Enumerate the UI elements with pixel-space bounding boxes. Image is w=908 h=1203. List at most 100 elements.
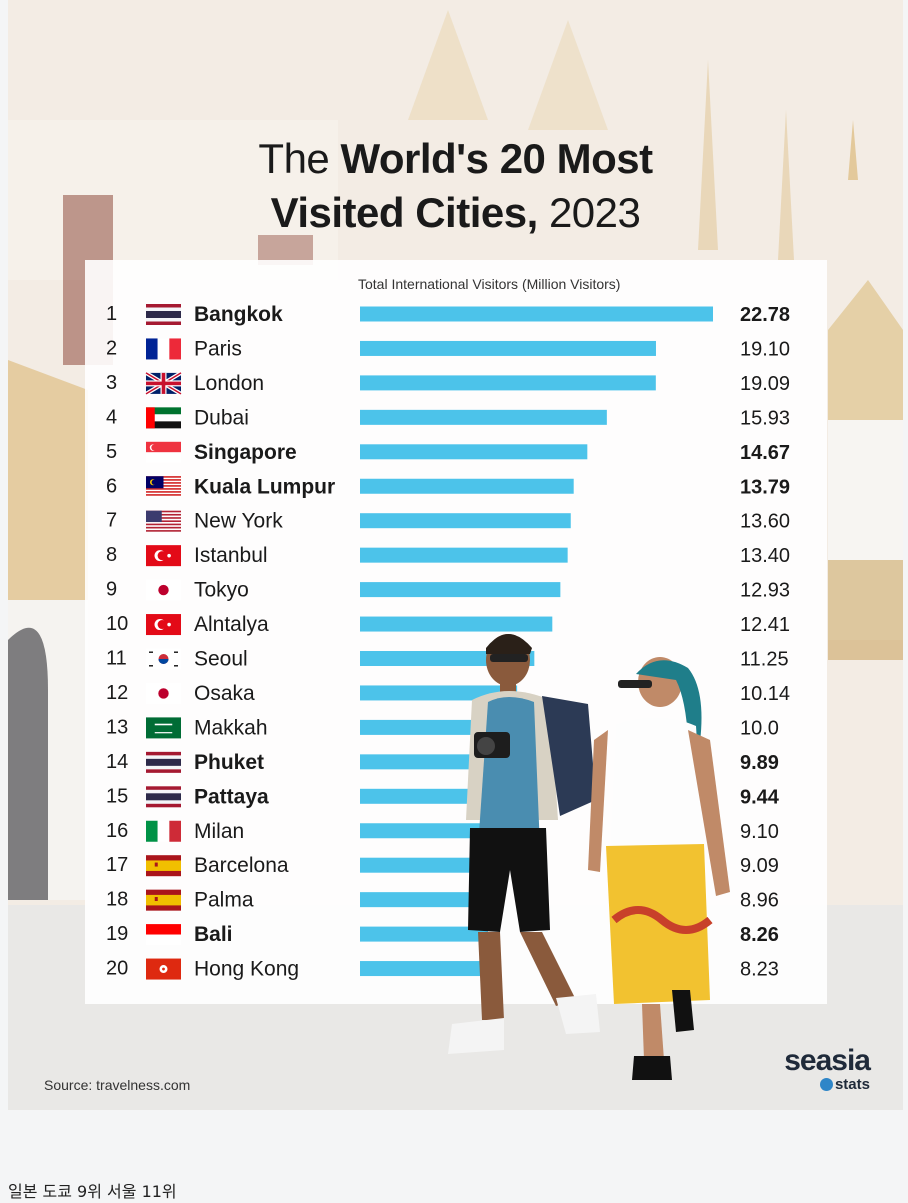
rank-label: 18 bbox=[106, 889, 128, 911]
source-note: Source: travelness.com bbox=[44, 1077, 191, 1093]
city-label: Paris bbox=[194, 337, 242, 360]
bar-chart: 1 Bangkok 22.78 2 Paris 19.10 3 London 19.09 4 Dub… bbox=[106, 303, 790, 981]
city-label: London bbox=[194, 372, 264, 395]
chart-row-3: 3 London 19.09 bbox=[106, 371, 790, 396]
rank-label: 6 bbox=[106, 475, 117, 497]
brand-dot-icon bbox=[819, 1078, 833, 1091]
bar bbox=[360, 513, 571, 529]
title-main-line2: Visited Cities, bbox=[270, 189, 539, 236]
infographic: The World's 20 Most Visited Cities, 2023… bbox=[8, 0, 903, 1110]
france-flag bbox=[146, 338, 181, 360]
bar bbox=[360, 375, 656, 391]
rank-label: 2 bbox=[106, 337, 117, 359]
value-label: 19.09 bbox=[740, 373, 790, 395]
chart-row-6: 6 Kuala Lumpur 13.79 bbox=[106, 475, 790, 498]
chart-row-12: 12 Osaka 10.14 bbox=[106, 682, 790, 705]
bar bbox=[360, 685, 518, 701]
chart-row-16: 16 Milan 9.10 bbox=[106, 820, 779, 843]
malaysia-flag bbox=[146, 476, 181, 498]
bar bbox=[360, 547, 568, 563]
singapore-flag bbox=[146, 441, 181, 463]
rank-label: 12 bbox=[106, 682, 128, 704]
uae-flag bbox=[146, 407, 181, 429]
city-label: Barcelona bbox=[194, 854, 289, 877]
usa-flag bbox=[146, 510, 181, 532]
rank-label: 19 bbox=[106, 923, 128, 945]
thailand-flag bbox=[146, 786, 181, 808]
spain-flag bbox=[146, 889, 181, 911]
rank-label: 7 bbox=[106, 510, 117, 532]
city-label: Dubai bbox=[194, 406, 249, 429]
japan-flag bbox=[146, 579, 181, 601]
rank-label: 15 bbox=[106, 785, 128, 807]
chart-row-18: 18 Palma 8.96 bbox=[106, 889, 779, 912]
saudi-arabia-flag bbox=[146, 717, 181, 739]
chart-row-8: 8 Istanbul 13.40 bbox=[106, 544, 790, 567]
value-label: 22.78 bbox=[740, 304, 790, 326]
value-label: 11.25 bbox=[740, 649, 789, 671]
chart-row-13: 13 Makkah 10.0 bbox=[106, 716, 779, 739]
chart-row-17: 17 Barcelona 9.09 bbox=[106, 854, 779, 877]
value-label: 12.93 bbox=[740, 580, 790, 602]
value-label: 8.26 bbox=[740, 924, 779, 946]
chart-row-10: 10 Alntalya 12.41 bbox=[106, 613, 790, 636]
italy-flag bbox=[146, 820, 181, 842]
city-label: Tokyo bbox=[194, 579, 249, 602]
value-label: 19.10 bbox=[740, 338, 790, 360]
rank-label: 16 bbox=[106, 820, 128, 842]
bar bbox=[360, 409, 607, 425]
rank-label: 5 bbox=[106, 441, 117, 463]
city-label: Milan bbox=[194, 820, 244, 843]
brand-sub: stats bbox=[760, 1076, 870, 1094]
value-label: 14.67 bbox=[740, 442, 790, 464]
city-label: Singapore bbox=[194, 441, 297, 464]
value-label: 9.89 bbox=[740, 752, 779, 774]
city-label: Bali bbox=[194, 923, 233, 946]
value-label: 12.41 bbox=[740, 614, 790, 636]
bar bbox=[360, 892, 499, 908]
value-label: 8.23 bbox=[740, 959, 779, 981]
thailand-flag bbox=[146, 751, 181, 773]
bar bbox=[360, 926, 488, 942]
rank-label: 1 bbox=[106, 303, 117, 325]
city-label: Palma bbox=[194, 889, 254, 912]
bar bbox=[360, 857, 501, 873]
bar bbox=[360, 478, 574, 494]
x-axis-title: Total International Visitors (Million Vi… bbox=[358, 276, 621, 292]
value-label: 9.10 bbox=[740, 821, 779, 843]
bar bbox=[360, 582, 561, 598]
rank-label: 4 bbox=[106, 406, 117, 428]
city-label: New York bbox=[194, 510, 283, 533]
bar bbox=[360, 961, 488, 977]
city-label: Alntalya bbox=[194, 613, 269, 636]
rank-label: 11 bbox=[106, 648, 127, 670]
value-label: 15.93 bbox=[740, 407, 790, 429]
brand-name: seasia bbox=[784, 1044, 871, 1077]
title-year: 2023 bbox=[537, 189, 641, 236]
chart-row-7: 7 New York 13.60 bbox=[106, 510, 790, 533]
rank-label: 17 bbox=[106, 854, 128, 876]
city-label: Istanbul bbox=[194, 544, 268, 567]
chart-row-19: 19 Bali 8.26 bbox=[106, 923, 779, 946]
turkey-flag bbox=[146, 545, 181, 567]
rank-label: 3 bbox=[106, 372, 117, 394]
value-label: 8.96 bbox=[740, 890, 779, 912]
city-label: Pattaya bbox=[194, 785, 269, 808]
value-label: 13.40 bbox=[740, 545, 790, 567]
post-caption: 일본 도쿄 9위 서울 11위 bbox=[8, 1182, 177, 1201]
city-label: Osaka bbox=[194, 682, 255, 705]
uk-flag bbox=[144, 371, 183, 396]
rank-label: 10 bbox=[106, 613, 128, 635]
city-label: Kuala Lumpur bbox=[194, 475, 335, 498]
chart-row-20: 20 Hong Kong 8.23 bbox=[106, 958, 779, 981]
chart-title: The World's 20 Most Visited Cities, 2023 bbox=[8, 132, 903, 240]
seasia-stats-logo: seasia stats bbox=[760, 1044, 871, 1094]
city-label: Seoul bbox=[194, 648, 248, 671]
title-main-line1: World's 20 Most bbox=[340, 135, 653, 182]
chart-row-1: 1 Bangkok 22.78 bbox=[106, 303, 790, 326]
value-label: 13.60 bbox=[740, 511, 790, 533]
brand-sub-label: stats bbox=[834, 1076, 870, 1093]
bar bbox=[360, 306, 713, 322]
chart-row-4: 4 Dubai 15.93 bbox=[106, 406, 790, 429]
hong-kong-flag bbox=[146, 958, 181, 980]
